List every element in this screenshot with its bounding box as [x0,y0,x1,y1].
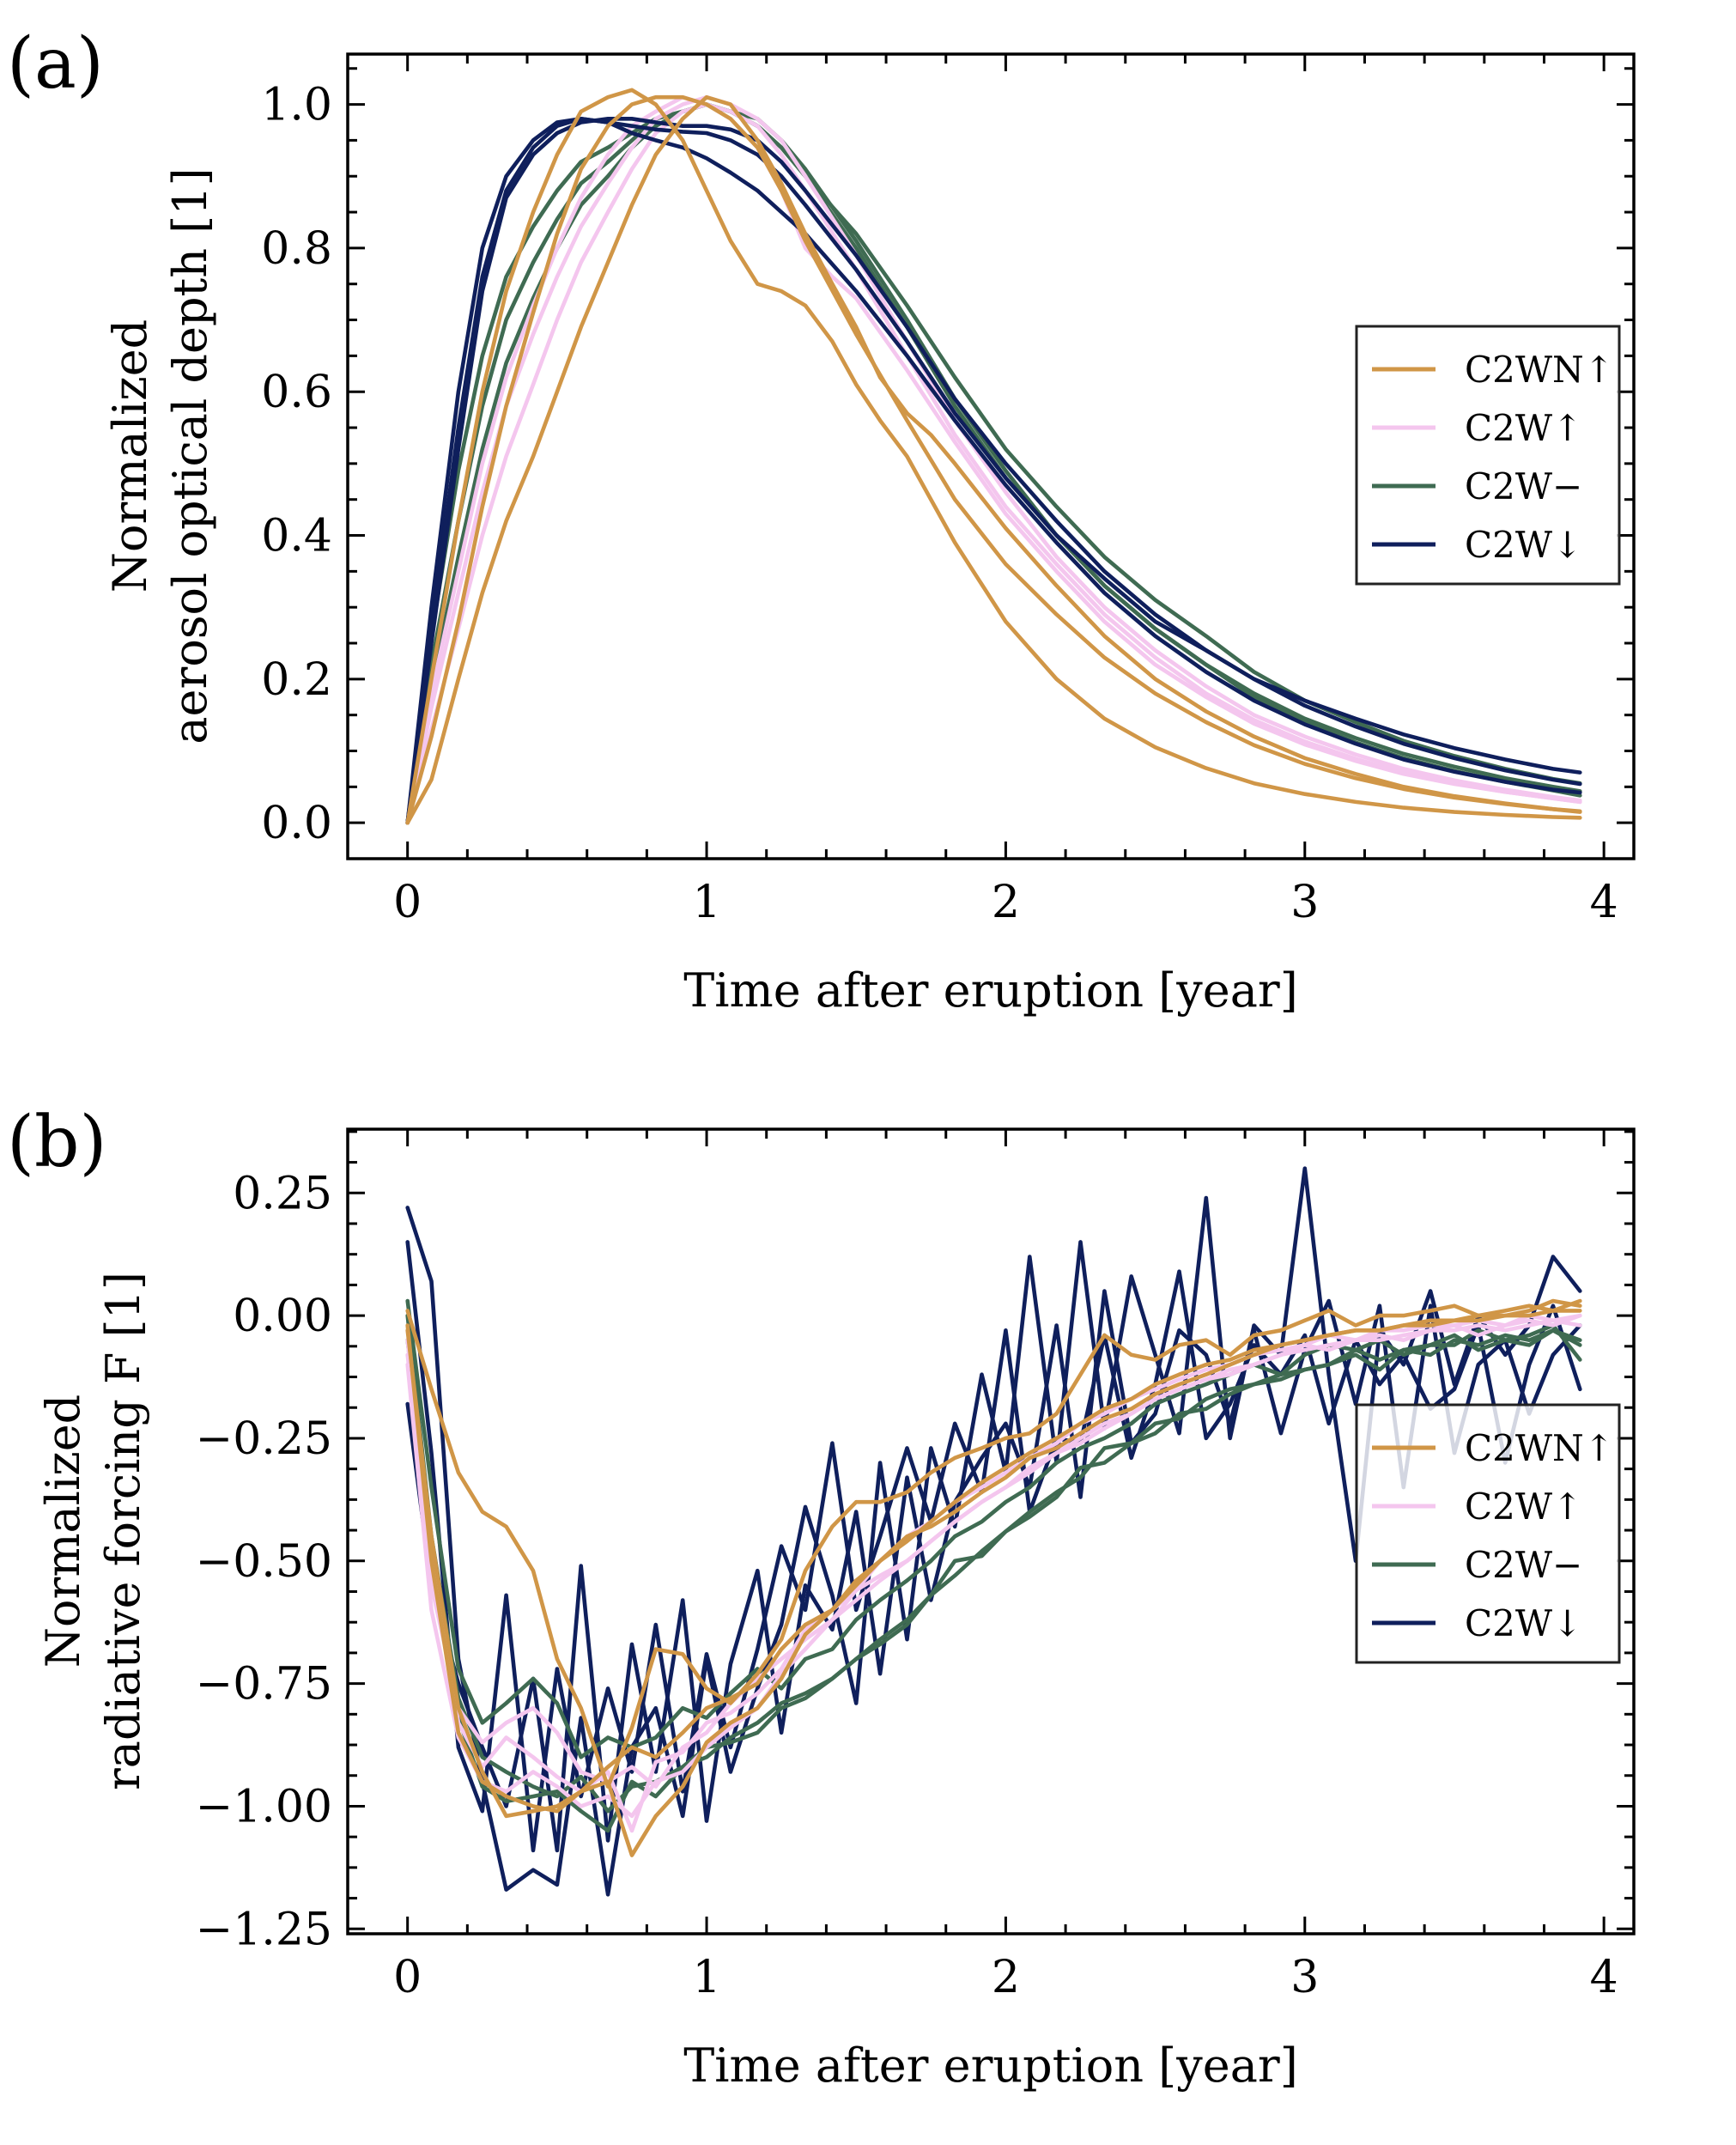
panel-b-ytick-label: −1.25 [196,1904,332,1955]
panel-a: (a) 0.0 0.2 0.4 0.6 0.8 1.0 0 1 2 3 4 Time after … [7,23,1636,1018]
panel-a-ylabel-line-2: aerosol optical depth [1] [163,167,217,744]
panel-a-legend: C2WN↑ C2W↑ C2W− C2W↓ [1355,325,1621,586]
panel-a-ytick-label: 0.4 [261,511,332,562]
panel-b-ylabel-line-1: Normalized [36,1395,90,1668]
panel-b-series-line-6 [405,1313,1582,1814]
panel-b-legend-label-1: C2WN↑ [1465,1427,1614,1469]
panel-b-legend-label-3: C2W− [1465,1544,1582,1586]
panel-b-legend: C2WN↑ C2W↑ C2W− C2W↓ [1355,1403,1621,1664]
panel-a-ytick-label: 0.2 [261,654,332,706]
panel-b-legend-label-4: C2W↓ [1465,1602,1582,1644]
panel-a-legend-label-2: C2W↑ [1465,407,1582,449]
panel-a-ytick-label: 0.8 [261,223,332,275]
panel-a-xtick-label: 1 [692,877,720,928]
panel-b-xtick-labels: 0 1 2 3 4 [393,1952,1618,2003]
panel-a-xlabel: Time after eruption [year] [683,963,1298,1018]
panel-a-legend-label-4: C2W↓ [1465,524,1582,566]
panel-b-ylabel-line-2: radiative forcing F [1] [96,1272,150,1790]
panel-b-series-line-2 [405,1240,1582,1853]
panel-a-xtick-label: 2 [992,877,1020,928]
panel-b-ytick-label: −0.25 [196,1413,332,1465]
panel-b-ytick-label: 0.25 [233,1168,332,1219]
panel-b-series-line-8 [405,1318,1582,1819]
panel-b-series-group [405,1166,1582,1897]
panel-a-ytick-label: 1.0 [261,80,332,131]
panel-b-xtick-label: 1 [692,1952,720,2003]
panel-b-ytick-label: −1.00 [196,1781,332,1832]
panel-a-ytick-labels: 0.0 0.2 0.4 0.6 0.8 1.0 [261,80,332,850]
panel-a-series-line-4 [405,94,1582,825]
panel-b-xlabel: Time after eruption [year] [683,2039,1298,2093]
panel-a-legend-label-3: C2W− [1465,465,1582,507]
panel-b-ytick-label: −0.75 [196,1659,332,1711]
panel-b-ytick-labels: 0.25 0.00 −0.25 −0.50 −0.75 −1.00 −1.25 [196,1168,332,1955]
panel-b-ytick-label: 0.00 [233,1291,332,1342]
panel-a-ytick-label: 0.0 [261,798,332,849]
panel-a-series-group [405,88,1582,825]
panel-a-xtick-label: 3 [1290,877,1319,928]
panel-a-ticks [346,54,1634,860]
panel-b-legend-label-2: C2W↑ [1465,1486,1582,1528]
panel-b-ytick-label: −0.50 [196,1536,332,1588]
panel-b: (b) 0.25 0.00 −0.25 −0.50 −0.75 −1.00 −1.25 0 1… [7,1102,1636,2093]
panel-a-series-line-10 [405,88,1582,825]
panel-a-xtick-labels: 0 1 2 3 4 [393,877,1618,928]
panel-a-legend-label-1: C2WN↑ [1465,349,1614,391]
panel-b-xtick-label: 4 [1590,1952,1618,2003]
panel-b-series-line-4 [405,1298,1582,1759]
panel-a-series-line-7 [405,117,1582,825]
panel-a-xtick-label: 4 [1590,877,1618,928]
panel-b-label: (b) [7,1102,106,1183]
panel-b-xtick-label: 2 [992,1952,1020,2003]
panel-a-label: (a) [7,23,104,105]
panel-a-series-line-12 [405,94,1582,825]
panel-a-series-line-8 [405,117,1582,825]
panel-a-ytick-label: 0.6 [261,367,332,418]
panel-a-series-line-11 [405,94,1582,825]
panel-b-xtick-label: 0 [393,1952,422,2003]
panel-b-series-line-12 [405,1309,1582,1814]
panel-b-ticks [346,1129,1634,1934]
panel-a-ylabel-line-1: Normalized [103,319,157,593]
panel-a-axes-frame [346,52,1636,860]
panel-a-xtick-label: 0 [393,877,422,928]
panel-b-xtick-label: 3 [1290,1952,1319,2003]
